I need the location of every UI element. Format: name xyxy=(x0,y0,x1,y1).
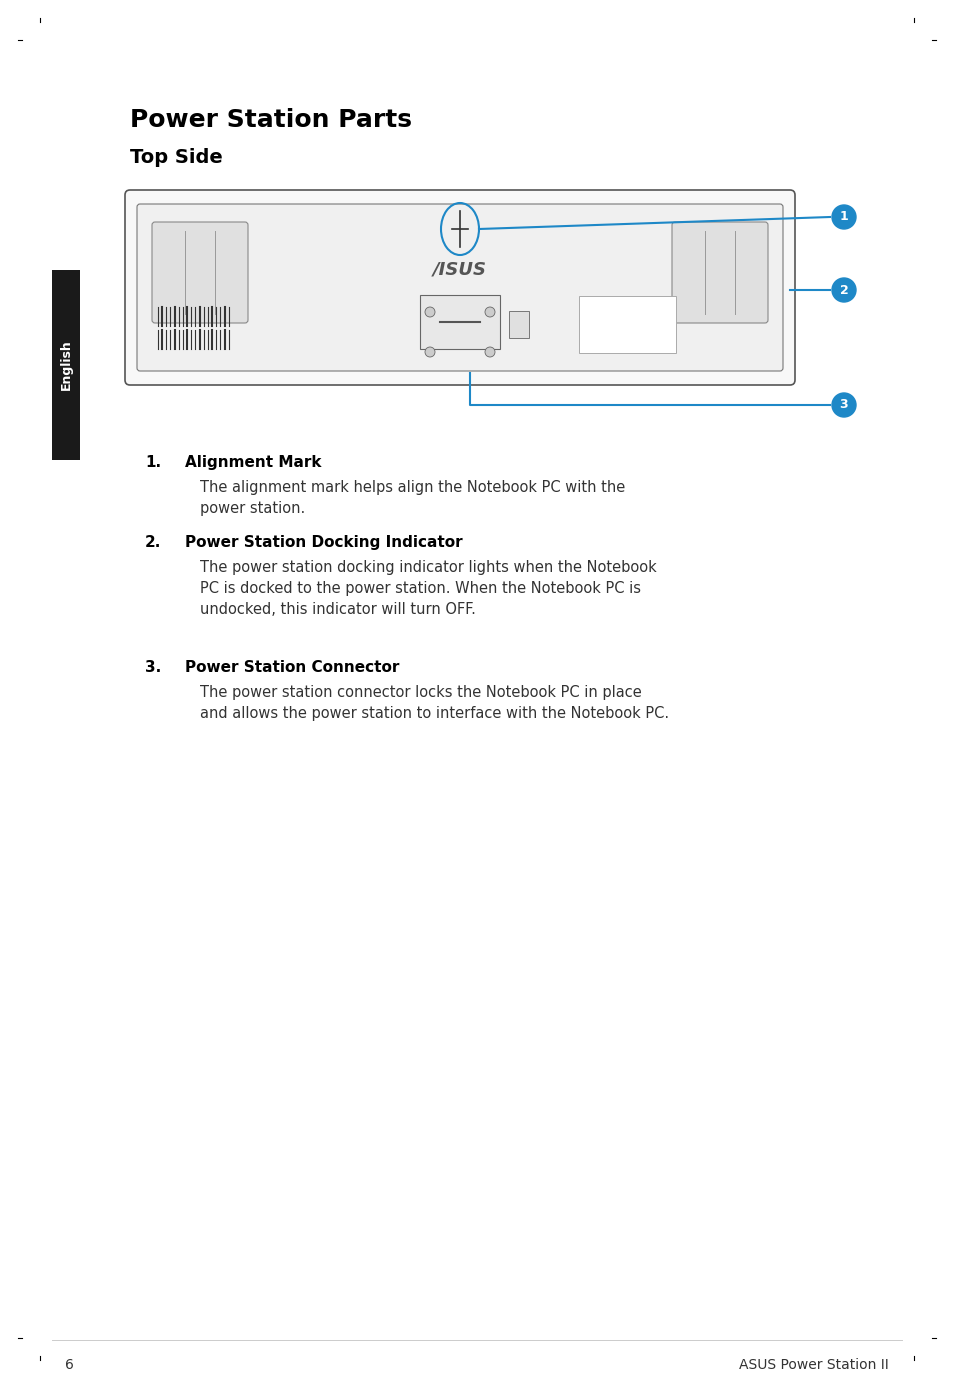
Circle shape xyxy=(424,307,435,317)
FancyBboxPatch shape xyxy=(52,270,80,460)
Text: 3.: 3. xyxy=(145,660,161,675)
Text: ASUS Power Station II: ASUS Power Station II xyxy=(739,1357,888,1372)
Text: The power station connector locks the Notebook PC in place
and allows the power : The power station connector locks the No… xyxy=(200,685,668,721)
Text: Power Station Connector: Power Station Connector xyxy=(185,660,399,675)
FancyBboxPatch shape xyxy=(137,204,782,371)
Circle shape xyxy=(484,307,495,317)
FancyBboxPatch shape xyxy=(578,296,676,353)
FancyBboxPatch shape xyxy=(125,190,794,384)
Text: 2.: 2. xyxy=(145,535,161,550)
Circle shape xyxy=(831,205,855,229)
Text: The alignment mark helps align the Notebook PC with the
power station.: The alignment mark helps align the Noteb… xyxy=(200,480,624,515)
Circle shape xyxy=(831,278,855,302)
Text: Power Station Docking Indicator: Power Station Docking Indicator xyxy=(185,535,462,550)
Text: 1.: 1. xyxy=(145,455,161,470)
Text: English: English xyxy=(59,339,72,390)
FancyBboxPatch shape xyxy=(419,295,499,349)
Text: 2: 2 xyxy=(839,284,847,296)
FancyBboxPatch shape xyxy=(509,311,529,338)
Circle shape xyxy=(484,347,495,357)
Circle shape xyxy=(831,393,855,418)
Text: 1: 1 xyxy=(839,211,847,223)
Text: /ISUS: /ISUS xyxy=(433,260,486,278)
Text: Power Station Parts: Power Station Parts xyxy=(130,107,412,132)
FancyBboxPatch shape xyxy=(152,222,248,322)
Text: Alignment Mark: Alignment Mark xyxy=(185,455,321,470)
Text: The power station docking indicator lights when the Notebook
PC is docked to the: The power station docking indicator ligh… xyxy=(200,559,656,617)
Circle shape xyxy=(424,347,435,357)
Text: 6: 6 xyxy=(65,1357,73,1372)
Text: 3: 3 xyxy=(839,398,847,412)
Text: Top Side: Top Side xyxy=(130,147,222,167)
FancyBboxPatch shape xyxy=(671,222,767,322)
